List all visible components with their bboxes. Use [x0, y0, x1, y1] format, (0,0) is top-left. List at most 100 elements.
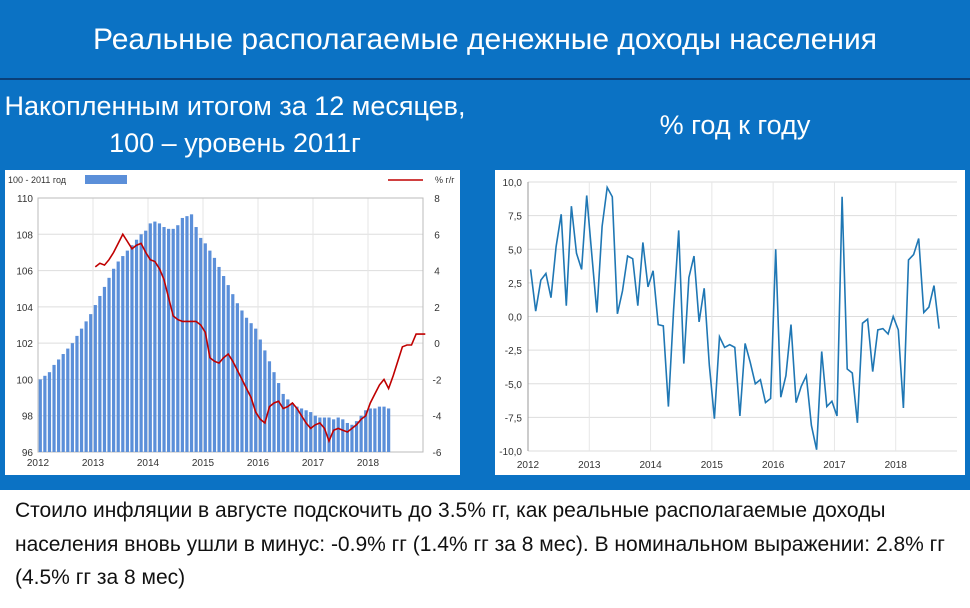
bar	[75, 335, 79, 452]
bar	[318, 417, 322, 452]
bar	[199, 237, 203, 452]
bar	[116, 261, 120, 452]
bar	[70, 343, 74, 452]
bar	[277, 383, 281, 452]
right-axis-tick-label: 6	[434, 230, 440, 241]
x-axis-tick-label: 2018	[357, 458, 380, 469]
bar	[139, 234, 143, 452]
bar	[359, 415, 363, 452]
left-axis-tick-label: 110	[17, 194, 33, 205]
right-chart-subtitle: % год к году	[659, 110, 811, 140]
bar	[189, 214, 194, 452]
x-axis-tick-label: 2012	[517, 460, 540, 471]
right-chart-panel: 10,0 7,5 5,0 2,5 0,0 -2,5 -5,0 -7,5 -10,0 2012 201…	[495, 170, 965, 475]
bar	[322, 417, 327, 452]
bar	[226, 285, 230, 452]
bar	[43, 375, 47, 452]
left-axis-tick-label: 100	[16, 375, 33, 386]
bar	[354, 421, 359, 452]
bar	[208, 250, 212, 452]
bar	[130, 245, 134, 452]
x-axis-tick-label: 2017	[302, 458, 325, 469]
bar	[148, 223, 152, 452]
x-axis-tick-label: 2015	[192, 458, 215, 469]
left-axis-tick-label: 108	[16, 230, 33, 241]
bar	[47, 372, 52, 452]
bar	[98, 295, 102, 452]
bar	[286, 399, 290, 452]
right-axis-tick-label: -6	[433, 448, 442, 459]
bar	[382, 406, 386, 452]
bar	[263, 350, 267, 452]
bar	[299, 408, 304, 452]
bar	[57, 359, 61, 452]
bar	[222, 276, 226, 452]
right-chart: 10,0 7,5 5,0 2,5 0,0 -2,5 -5,0 -7,5 -10,0 2012 201…	[499, 178, 957, 471]
bar	[107, 277, 111, 452]
bar	[157, 223, 162, 452]
bar	[304, 410, 308, 452]
bar	[167, 228, 171, 452]
x-axis-tick-label: 2014	[639, 460, 662, 471]
bar	[185, 216, 189, 452]
right-axis-tick-label: 4	[434, 267, 440, 278]
bar	[121, 256, 125, 452]
bar	[345, 422, 349, 452]
bar	[313, 415, 317, 452]
bar	[377, 406, 382, 452]
y-axis-tick-label: -7,5	[505, 413, 523, 424]
y-axis-tick-label: -2,5	[505, 346, 523, 357]
y-axis-tick-label: 5,0	[508, 245, 522, 256]
yoy-line	[94, 232, 426, 444]
bar	[332, 419, 336, 452]
bar	[327, 417, 331, 452]
y-axis-tick-label: -10,0	[499, 447, 522, 458]
x-axis-tick-label: 2016	[762, 460, 785, 471]
bar	[281, 393, 285, 452]
bar	[144, 230, 148, 452]
commentary-text: Стоило инфляции в августе подскочить до …	[15, 499, 945, 589]
bar	[52, 364, 56, 452]
right-axis-tick-label: -4	[433, 412, 442, 423]
legend-label-line: % г/г	[435, 175, 455, 185]
x-axis-tick-label: 2018	[885, 460, 908, 471]
bar	[244, 317, 249, 452]
x-axis-tick-label: 2014	[137, 458, 160, 469]
bar	[387, 408, 391, 452]
y-axis-tick-label: 7,5	[508, 212, 522, 223]
bar	[373, 408, 377, 452]
bar	[176, 225, 180, 452]
bar	[295, 406, 299, 452]
bar	[171, 228, 175, 452]
yoy-line	[529, 184, 940, 450]
right-axis-tick-label: 8	[434, 194, 440, 205]
bar	[364, 410, 368, 452]
left-chart-panel: 96 98 100 102 104 106 108 110 -6 -4 -2 0 2 4 6 8 2012 201…	[5, 170, 460, 475]
bar	[125, 250, 129, 452]
bar	[61, 354, 65, 452]
bar	[134, 239, 139, 452]
bar	[162, 227, 166, 452]
y-axis-tick-label: 10,0	[503, 178, 523, 189]
bar	[153, 221, 157, 452]
x-axis-tick-label: 2013	[82, 458, 105, 469]
bar	[231, 294, 235, 452]
bar	[235, 303, 239, 452]
x-axis-tick-label: 2016	[247, 458, 270, 469]
bar	[336, 417, 340, 452]
right-axis-tick-label: -2	[433, 375, 442, 386]
x-axis-tick-label: 2012	[27, 458, 50, 469]
left-axis-tick-label: 106	[16, 267, 33, 278]
bar	[93, 305, 97, 452]
right-axis-tick-label: 2	[434, 303, 440, 314]
left-axis-tick-label: 104	[16, 303, 33, 314]
left-axis-tick-label: 98	[22, 412, 34, 423]
left-chart: 96 98 100 102 104 106 108 110 -6 -4 -2 0 2 4 6 8 2012 201…	[8, 175, 455, 469]
bar	[112, 268, 116, 452]
bar	[180, 217, 184, 452]
bar	[368, 408, 372, 452]
bar	[66, 348, 70, 452]
bar	[203, 243, 207, 452]
bar	[79, 328, 84, 452]
bar	[272, 372, 276, 452]
